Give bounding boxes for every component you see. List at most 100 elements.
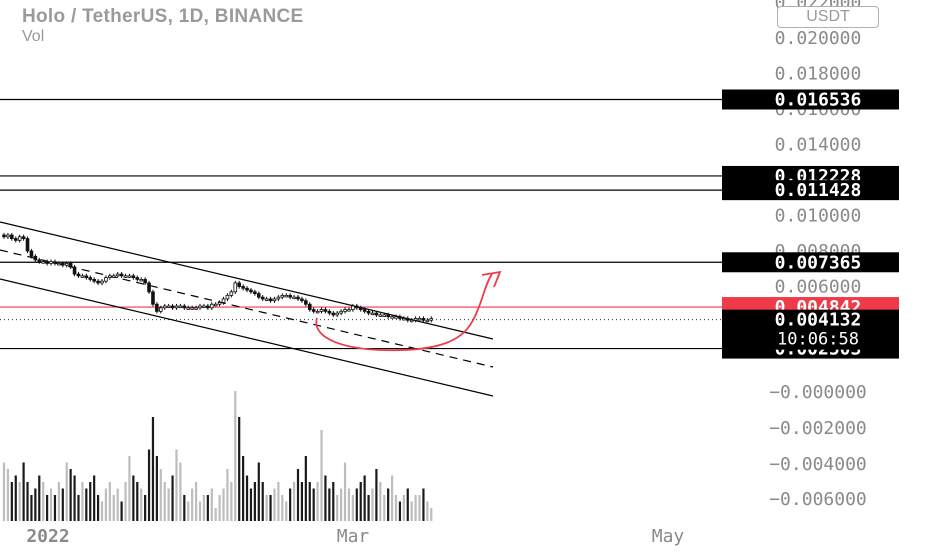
volume-bar [351,495,354,521]
volume-bar [155,456,158,521]
volume-bar [312,488,315,521]
volume-bar [65,462,68,521]
candle-body [245,287,249,291]
candle-body [402,318,406,321]
candle-body [76,273,81,277]
candle-body [272,298,277,302]
volume-bar [167,488,170,521]
volume-bars [2,391,433,521]
candle-body [241,286,245,289]
volume-bar [218,495,221,521]
candle-body [268,298,273,302]
candle-body [155,303,159,312]
volume-bar [398,501,402,521]
candle-body [186,307,191,310]
candle-body [64,263,69,266]
volume-bar [249,488,253,521]
level-label-box [722,180,899,201]
volume-bar [18,482,21,521]
volume-label: Vol [22,28,45,45]
candle-body [45,261,49,264]
volume-bar [144,495,147,521]
candle-body [174,305,179,309]
volume-bar [316,482,319,521]
candle-body [264,298,269,301]
candle-body [256,293,261,298]
volume-bar [194,482,198,521]
volume-bar [355,488,358,521]
volume-bar [187,501,190,521]
candle-body [354,305,359,309]
volume-bar [253,482,256,521]
volume-bar [34,488,37,521]
volume-bar [132,475,135,521]
volume-bar [42,482,45,521]
candle-body [178,305,183,308]
volume-bar [238,417,241,521]
volume-bar [226,469,229,521]
level-label: 0.016536 [775,89,862,110]
level-label: 0.011428 [775,180,862,201]
volume-bar [81,482,84,521]
candle-body [253,291,257,295]
volume-bar [210,488,213,521]
volume-bar [242,456,245,521]
candle-body [366,310,371,314]
price-tick-label: 0.014000 [775,135,862,156]
level-label: 0.007365 [775,252,862,273]
candle-body [123,275,128,278]
volume-bar [2,462,6,521]
candle-body [158,307,163,312]
candle-body [343,309,347,312]
level-label-box [722,252,899,273]
candle-body [319,309,324,312]
candle-body [17,236,22,241]
candle-body [10,234,14,239]
channel-lower-line [0,278,494,397]
price-tick-label: −0.000000 [769,382,867,403]
volume-bar [379,482,382,521]
candle-body [351,305,355,310]
candle-body [2,234,6,238]
candle-body [429,318,434,321]
candle-body [72,266,77,275]
candle-body [202,305,206,308]
volume-bar [128,456,131,521]
candle-body [131,275,136,279]
volume-bar [46,495,49,521]
volume-bar [214,508,217,521]
volume-bar [53,495,57,521]
candle-body [374,312,379,316]
volume-bar [85,488,88,521]
candle-body [84,275,89,279]
candle-body [198,305,202,309]
candle-body [108,275,112,279]
volume-bar [26,482,29,521]
candle-body [41,261,45,264]
price-tick-label: −0.006000 [769,489,867,510]
volume-bar [171,475,174,521]
volume-bar [206,495,209,521]
volume-bar [320,430,323,521]
volume-bar [49,488,53,521]
candle-body [68,263,73,268]
candle-body [362,309,367,312]
volume-bar [38,475,41,521]
price-tick-label: 0.006000 [775,277,862,298]
currency-badge[interactable]: USDT [777,6,879,28]
volume-bar [22,462,25,521]
candle-body [398,316,402,319]
volume-bar [151,417,155,521]
volume-bar [285,501,288,521]
volume-bar [116,488,119,521]
candle-body [21,236,26,239]
candle-body [49,261,53,264]
volume-bar [261,482,264,521]
candle-body [249,289,253,293]
candle-body [347,309,351,312]
candle-body [96,280,100,284]
volume-bar [422,488,425,521]
volume-bar [304,456,307,521]
